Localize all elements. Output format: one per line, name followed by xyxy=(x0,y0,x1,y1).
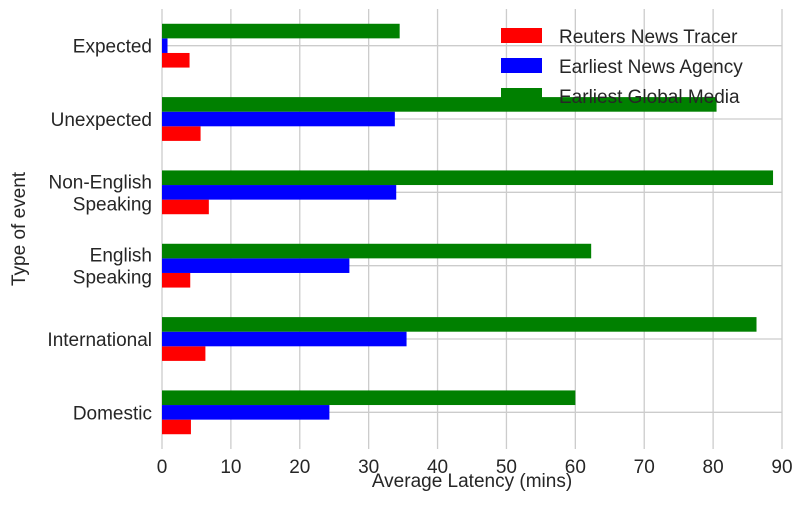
legend-label: Earliest Global Media xyxy=(559,87,740,108)
x-axis-title: Average Latency (mins) xyxy=(372,471,572,492)
bar xyxy=(162,331,407,347)
y-tick-label: English xyxy=(90,246,152,267)
bar xyxy=(162,52,190,68)
x-tick-label: 70 xyxy=(634,457,655,478)
bar xyxy=(162,185,397,200)
y-tick-label: Non-English xyxy=(49,172,153,193)
legend-swatch xyxy=(501,88,542,103)
y-axis-title: Type of event xyxy=(9,171,30,286)
bar xyxy=(162,38,168,53)
y-tick-label: International xyxy=(47,330,152,351)
x-tick-label: 50 xyxy=(496,457,517,478)
bar xyxy=(162,111,395,127)
bar xyxy=(162,390,576,406)
x-tick-label: 30 xyxy=(358,457,379,478)
legend-swatch xyxy=(501,28,542,43)
bar xyxy=(162,126,201,141)
y-tick-label: Domestic xyxy=(73,403,152,424)
bar xyxy=(162,317,757,332)
legend-label: Earliest News Agency xyxy=(559,57,743,78)
x-tick-label: 0 xyxy=(157,457,168,478)
y-tick-label: Speaking xyxy=(73,194,152,215)
x-tick-label: 90 xyxy=(771,457,792,478)
bar xyxy=(162,23,400,39)
x-tick-label: 20 xyxy=(289,457,310,478)
legend: Reuters News Tracer Earliest News Agency E… xyxy=(501,27,743,108)
bar xyxy=(162,97,717,112)
y-tick-label: Unexpected xyxy=(51,110,152,131)
bar xyxy=(162,258,350,273)
tick-labels: 0 10 20 30 40 50 60 70 80 90 Domestic International… xyxy=(47,37,792,478)
y-tick-label: Speaking xyxy=(73,268,152,289)
bar xyxy=(162,405,330,420)
x-tick-label: 40 xyxy=(427,457,448,478)
bars xyxy=(162,23,774,435)
bar xyxy=(162,272,191,288)
bar xyxy=(162,419,191,435)
bar xyxy=(162,346,206,361)
bar xyxy=(162,170,774,186)
x-tick-label: 60 xyxy=(565,457,586,478)
legend-swatch xyxy=(501,58,542,73)
y-tick-label: Expected xyxy=(73,37,152,58)
bar xyxy=(162,243,592,259)
bar xyxy=(162,199,209,215)
x-tick-label: 10 xyxy=(220,457,241,478)
legend-label: Reuters News Tracer xyxy=(559,27,738,48)
x-tick-label: 80 xyxy=(703,457,724,478)
